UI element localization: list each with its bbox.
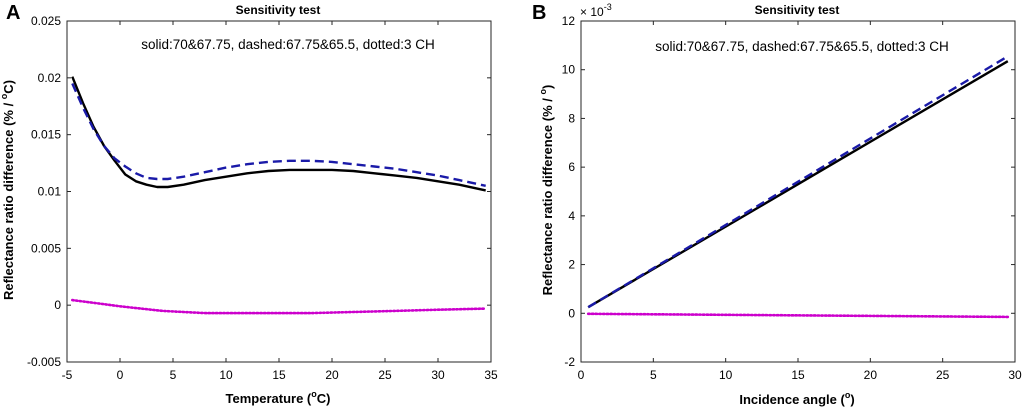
panel-b-series-solid bbox=[587, 60, 1009, 309]
panel-b-series bbox=[586, 55, 1010, 319]
panel-a-xtick-label: 5 bbox=[170, 368, 177, 382]
panel-b-ytick-label: 10 bbox=[562, 63, 576, 77]
panel-a-ytick-label: -0.005 bbox=[27, 355, 61, 369]
panel-a-xtick-label: 30 bbox=[431, 368, 445, 382]
panel-a-ytick-label: 0.005 bbox=[31, 241, 61, 255]
panel-a-xtick-label: 25 bbox=[378, 368, 392, 382]
panel-a: A Sensitivity test -5 0 5 10 15 20 25 30 35 -0.00… bbox=[0, 2, 498, 406]
panel-b-xtick-label: 30 bbox=[1008, 368, 1022, 382]
panel-b-ytick-label: 12 bbox=[562, 14, 576, 28]
panel-b-xtick-label: 25 bbox=[936, 368, 950, 382]
panel-a-axes: -5 0 5 10 15 20 25 30 35 -0.005 0 0.005 0.01 0.015 0.0… bbox=[27, 14, 498, 382]
panel-a-xtick-label: 15 bbox=[272, 368, 286, 382]
panel-a-ytick-label: 0 bbox=[54, 298, 61, 312]
panel-a-series-dashed bbox=[71, 83, 486, 187]
panel-a-xlabel: Temperature (oC) bbox=[226, 389, 331, 406]
panel-a-letter: A bbox=[6, 2, 20, 24]
panel-a-xtick-label: 20 bbox=[325, 368, 339, 382]
panel-a-ylabel: Reflectance ratio difference (% / oC) bbox=[0, 80, 16, 300]
panel-b-xtick-label: 20 bbox=[864, 368, 878, 382]
panel-b-plot-frame bbox=[580, 20, 1016, 363]
panel-b-ytick-label: 0 bbox=[568, 306, 575, 320]
panel-b-ytick-label: 4 bbox=[568, 209, 575, 223]
panel-b-xlabel: Incidence angle (o) bbox=[739, 390, 854, 407]
panel-b-xtick-label: 15 bbox=[791, 368, 805, 382]
panel-b-annotation: solid:70&67.75, dashed:67.75&65.5, dotte… bbox=[655, 39, 948, 54]
panel-a-series-dotted bbox=[71, 298, 488, 315]
panel-a-xtick-label: 10 bbox=[219, 368, 233, 382]
panel-b-series-dashed bbox=[587, 55, 1009, 309]
panel-b-letter: B bbox=[532, 2, 546, 24]
panel-a-title: Sensitivity test bbox=[236, 3, 321, 17]
panel-b-xtick-label: 5 bbox=[650, 368, 657, 382]
panel-b-ytick-label: 8 bbox=[568, 111, 575, 125]
panel-b: B Sensitivity test × 10-3 0 5 10 15 20 25 30-2… bbox=[532, 2, 1022, 407]
panel-a-ytick-label: 0.02 bbox=[38, 71, 62, 85]
panel-b-xtick-label: 10 bbox=[719, 368, 733, 382]
panel-a-ytick-label: 0.01 bbox=[38, 185, 62, 199]
panel-a-annotation: solid:70&67.75, dashed:67.75&65.5, dotte… bbox=[141, 37, 434, 52]
panel-a-series bbox=[71, 76, 488, 315]
panel-b-ylabel: Reflectance ratio difference (% / o) bbox=[538, 85, 555, 296]
panel-b-ytick-label: 2 bbox=[568, 258, 575, 272]
panel-b-series-dotted bbox=[586, 312, 1010, 319]
panel-a-xtick-label: 0 bbox=[117, 368, 124, 382]
panel-b-title: Sensitivity test bbox=[755, 3, 840, 17]
panel-a-xtick-label: 35 bbox=[484, 368, 498, 382]
panel-a-ytick-label: 0.025 bbox=[31, 14, 61, 28]
panel-b-ytick-label: 6 bbox=[568, 160, 575, 174]
panel-a-ytick-label: 0.015 bbox=[31, 128, 61, 142]
panel-a-xtick-label: -5 bbox=[62, 368, 73, 382]
panel-b-xtick-label: 0 bbox=[578, 368, 585, 382]
panel-b-ytick-label: -2 bbox=[564, 355, 575, 369]
panel-b-exponent: × 10-3 bbox=[580, 2, 612, 19]
panel-a-series-solid bbox=[71, 76, 486, 192]
